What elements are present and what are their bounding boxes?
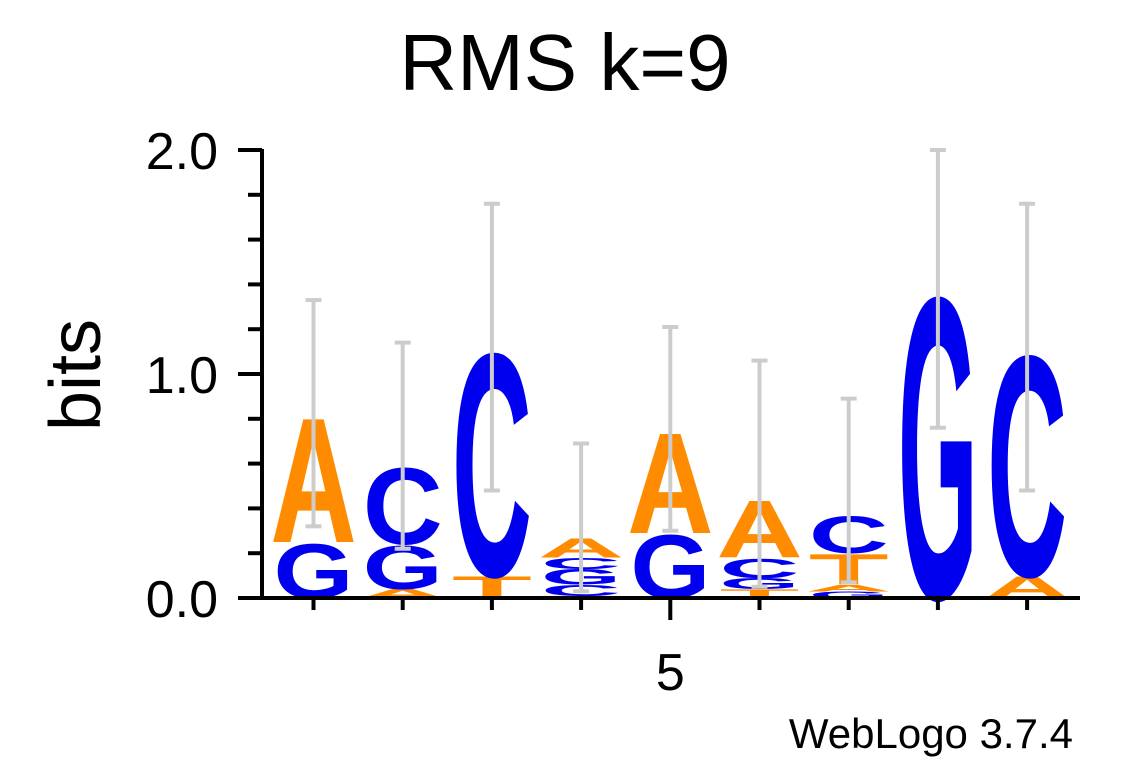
error-bar-pos-8 (929, 148, 946, 430)
error-bar-pos-6 (751, 358, 768, 589)
error-bar-pos-2 (394, 340, 411, 551)
logo-letter-glyph: G (809, 590, 889, 600)
error-bar-pos-7 (840, 396, 857, 585)
error-bar-pos-9 (1019, 201, 1036, 493)
error-bar-pos-3 (483, 201, 500, 493)
x-tick-label: 5 (656, 644, 685, 702)
y-tick-label: 0.0 (146, 571, 218, 629)
error-bar-pos-4 (573, 441, 590, 594)
error-bar-pos-1 (305, 298, 322, 529)
chart-title: RMS k=9 (399, 18, 730, 107)
logo-letter-glyph: A (805, 583, 892, 593)
y-tick-label: 2.0 (146, 123, 218, 181)
y-axis-label: bits (36, 319, 116, 431)
axes: 0.0 1.0 2.0 5 (146, 123, 1080, 702)
weblogo-credit: WebLogo 3.7.4 (789, 710, 1073, 757)
logo-letter-A-pos-7: A (805, 583, 892, 593)
logo-letter-G-pos-7: G (809, 590, 889, 600)
y-tick-label: 1.0 (146, 347, 218, 405)
error-bars (305, 148, 1036, 594)
error-bar-pos-5 (662, 324, 679, 533)
